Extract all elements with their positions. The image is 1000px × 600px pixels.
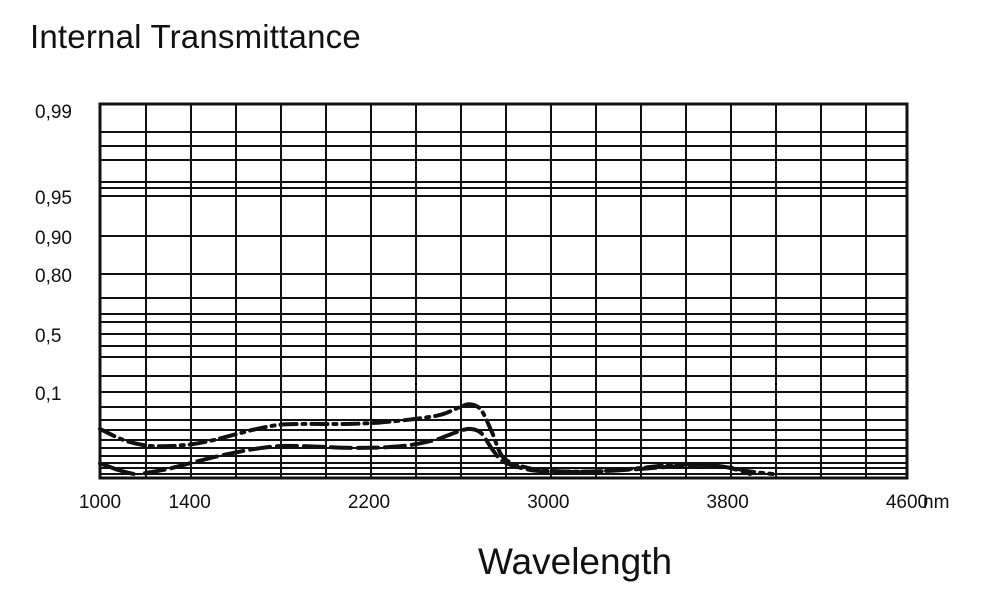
x-tick-label: 2200 (348, 492, 390, 513)
plot-frame (98, 102, 909, 480)
series-line-solid (98, 461, 136, 476)
y-tick-label: 0,5 (35, 326, 61, 347)
y-tick-labels: 0,99 0,95 0,90 0,80 0,5 0,1 (35, 102, 72, 405)
x-axis-unit: nm (923, 492, 949, 513)
x-tick-label: 3000 (527, 492, 569, 513)
y-tick-label: 0,80 (35, 266, 72, 287)
y-tick-label: 0,99 (35, 102, 72, 123)
y-tick-label: 0,95 (35, 188, 72, 209)
x-tick-label: 3800 (707, 492, 749, 513)
y-tick-label: 0,1 (35, 384, 61, 405)
chart-frame (98, 102, 909, 480)
y-tick-label: 0,90 (35, 228, 72, 249)
series-line-long-dash (142, 426, 753, 476)
x-tick-label: 1000 (79, 492, 121, 513)
x-axis-label: Wavelength (478, 541, 673, 582)
x-tick-label: 1400 (169, 492, 211, 513)
x-tick-label: 4600 (886, 492, 928, 513)
chart-title: Internal Transmittance (30, 18, 361, 55)
chart-grid (100, 104, 907, 478)
chart-series-group (98, 402, 775, 476)
